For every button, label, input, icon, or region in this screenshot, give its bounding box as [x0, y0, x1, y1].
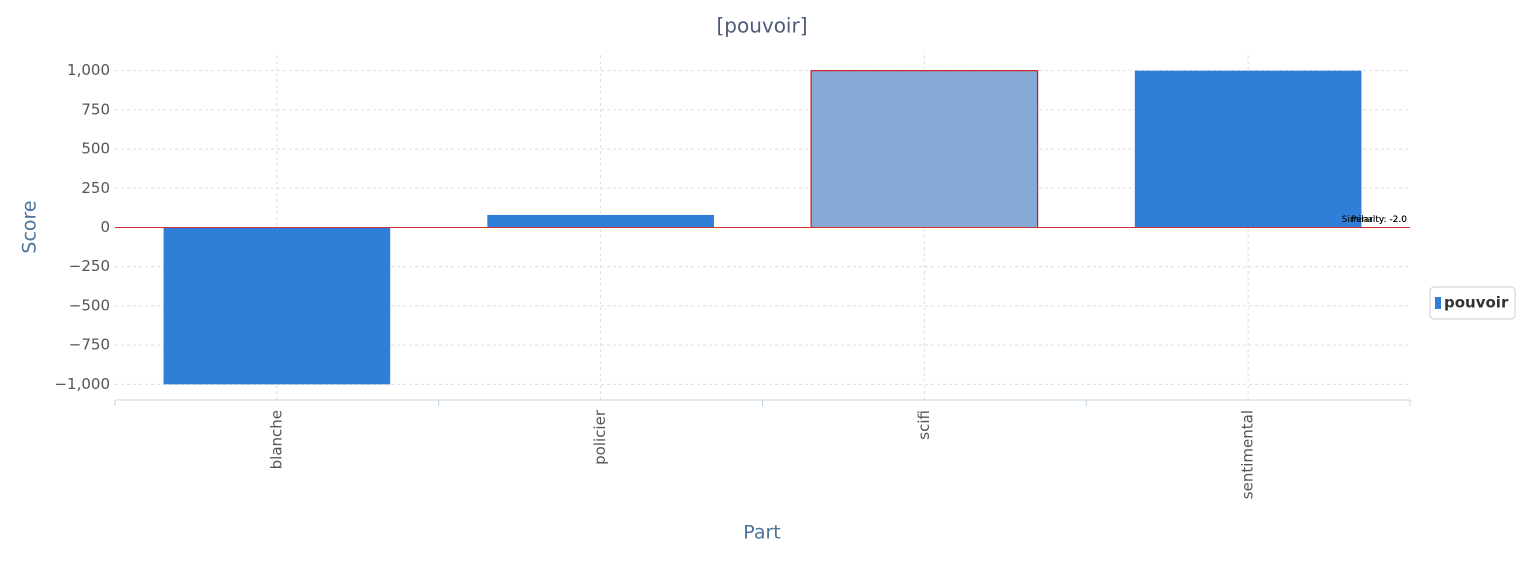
x-axis-label: Part [743, 522, 781, 544]
x-tick-label: blanche [267, 410, 285, 469]
x-tick-label: scifi [915, 410, 933, 440]
x-tick-label: policier [591, 409, 609, 465]
y-tick-label: 750 [81, 100, 110, 118]
y-tick-label: −750 [69, 336, 110, 354]
annotation: Penalty: -2.0 [1351, 215, 1407, 225]
legend-box [1429, 286, 1516, 320]
y-tick-label: −1,000 [54, 375, 110, 393]
legend-label[interactable]: pouvoir [1444, 294, 1509, 312]
y-tick-label: −250 [69, 257, 110, 275]
x-tick-label: sentimental [1239, 410, 1257, 499]
bar[interactable] [487, 214, 714, 228]
y-axis-label: Score [19, 200, 41, 253]
annotation: Similarity: -2.0 [1342, 215, 1408, 225]
y-tick-label: −500 [69, 296, 110, 314]
chart-title: [pouvoir] [716, 14, 807, 38]
y-tick-label: 500 [81, 140, 110, 158]
bar[interactable] [1134, 70, 1362, 228]
y-tick-label: 0 [100, 218, 110, 236]
y-tick-label: 250 [81, 179, 110, 197]
bar[interactable] [810, 70, 1039, 228]
y-tick-label: 1,000 [67, 61, 110, 79]
bar[interactable] [163, 227, 391, 385]
legend-swatch[interactable] [1435, 297, 1441, 309]
